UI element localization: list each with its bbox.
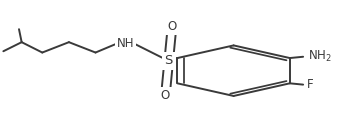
Text: S: S: [165, 54, 173, 67]
Text: NH$_2$: NH$_2$: [308, 49, 332, 64]
Text: O: O: [161, 89, 170, 102]
Text: NH: NH: [117, 37, 134, 50]
Text: O: O: [167, 20, 177, 33]
Text: F: F: [307, 78, 313, 91]
